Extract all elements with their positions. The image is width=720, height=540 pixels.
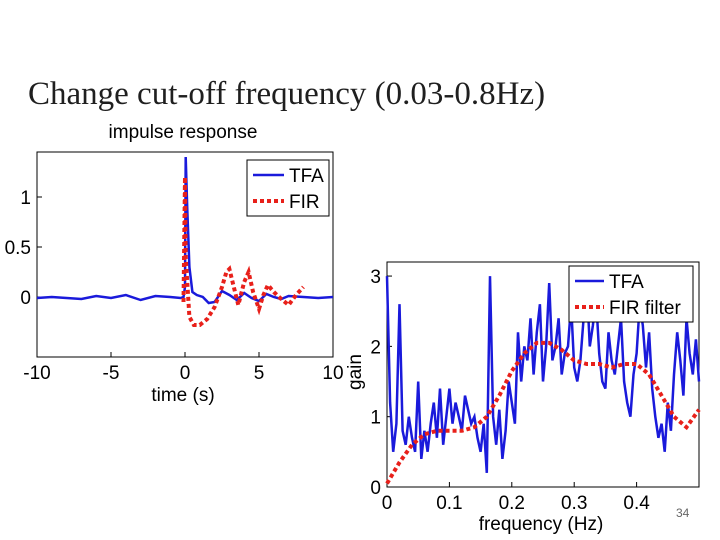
chart2-series-tfa: [385, 276, 701, 473]
chart2-ytick-label: 0: [370, 478, 381, 499]
chart2-ytick-label: 1: [370, 408, 381, 429]
chart1-series-fir: [181, 176, 305, 327]
impulse-response-chart: impulse response -10 -5 0 5 10 0 0.5 1 time (s…: [5, 122, 344, 406]
chart1-xtick-label: 0: [180, 363, 191, 384]
chart1-xtick-label: 10: [322, 363, 343, 384]
chart1-ytick-label: 0: [20, 288, 31, 309]
chart1-title: impulse response: [109, 122, 258, 143]
slide-title: Change cut-off frequency (0.03-0.8Hz): [28, 76, 546, 112]
chart2-ylabel: gain: [345, 354, 366, 390]
chart1-ytick-label: 1: [20, 188, 31, 209]
chart2-series-fir-filter: [385, 340, 701, 485]
chart2-xtick-label: 0.3: [561, 493, 587, 514]
chart1-xtick-label: -10: [23, 363, 50, 384]
chart1-legend-tfa-label: TFA: [289, 166, 324, 187]
chart2-legend: TFA FIR filter: [568, 265, 694, 323]
chart1-xtick-label: 5: [254, 363, 265, 384]
chart1-series-tfa: [36, 156, 334, 305]
chart2-legend-fir-label: FIR filter: [609, 298, 681, 319]
chart1-legend-box: [246, 159, 330, 217]
chart2-ytick-label: 2: [370, 337, 381, 358]
chart2-xtick-label: 0.2: [499, 493, 525, 514]
gain-chart: 0 0.1 0.2 0.3 0.4 0 1 2 3 frequency (Hz) gain T…: [345, 261, 701, 535]
chart2-ytick-label: 3: [370, 267, 381, 288]
chart2-legend-box: [568, 265, 694, 323]
chart2-xtick-label: 0.1: [436, 493, 462, 514]
chart1-xtick-label: -5: [103, 363, 120, 384]
chart2-xtick-label: 0.4: [623, 493, 650, 514]
chart2-xlabel: frequency (Hz): [479, 514, 604, 535]
chart1-xlabel: time (s): [151, 385, 214, 406]
chart2-xtick-label: 0: [382, 493, 393, 514]
chart2-legend-tfa-label: TFA: [609, 272, 644, 293]
chart1-legend: TFA FIR: [246, 159, 330, 217]
chart1-legend-fir-label: FIR: [289, 192, 320, 213]
page-number: 34: [676, 506, 690, 520]
chart1-ytick-label: 0.5: [5, 238, 31, 259]
